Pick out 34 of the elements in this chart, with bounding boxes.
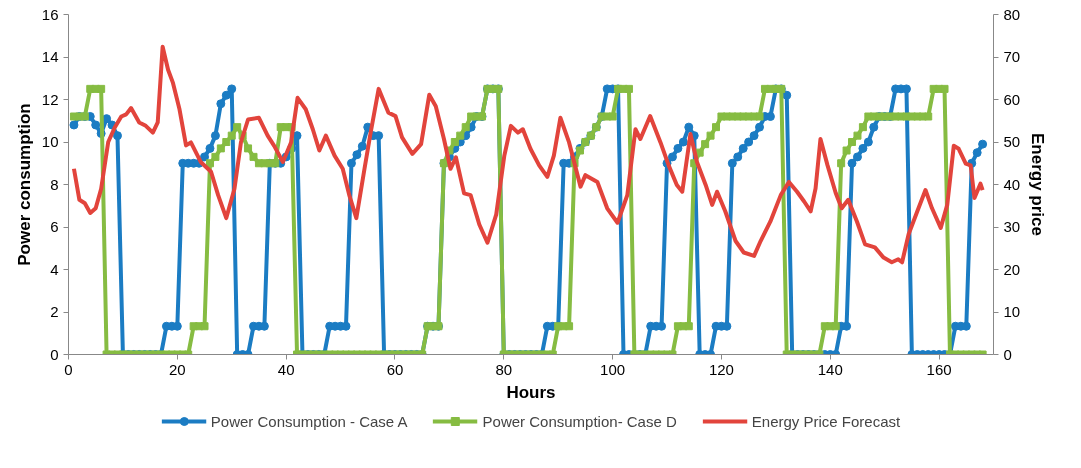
y-tick-label: 12 — [41, 90, 59, 108]
y2-tick-label: 40 — [1003, 175, 1021, 193]
line-series — [71, 44, 985, 265]
y-tick-label: 2 — [50, 303, 59, 320]
x-tick-label: 60 — [386, 360, 404, 378]
y-tick-label: 16 — [41, 5, 59, 23]
x-tick-label: 80 — [495, 360, 513, 378]
y2-tick-label: 60 — [1003, 90, 1021, 108]
x-tick-label: 160 — [926, 360, 952, 378]
y-tick-label: 14 — [41, 48, 59, 65]
x-tick-label: 0 — [64, 360, 73, 378]
y2-tick-label: 10 — [1003, 303, 1021, 320]
x-tick-label: 100 — [600, 360, 626, 378]
legend-label: Energy Price Forecast — [751, 412, 901, 430]
y-tick-label: 8 — [50, 175, 59, 193]
x-tick-label: 140 — [817, 360, 843, 378]
y2-tick-label: 50 — [1003, 133, 1021, 150]
legend-label: Power Consumption- Case D — [482, 412, 677, 430]
x-axis-title: Hours — [506, 382, 556, 402]
y2-tick-label: 30 — [1003, 218, 1021, 235]
y-tick-label: 6 — [50, 218, 59, 235]
y2-tick-label: 20 — [1003, 260, 1021, 278]
x-tick-label: 40 — [277, 360, 295, 378]
y-tick-label: 10 — [41, 133, 59, 150]
y2-tick-label: 0 — [1003, 345, 1012, 363]
legend-label: Power Consumption - Case A — [210, 412, 408, 430]
x-tick-label: 20 — [168, 360, 186, 378]
y2-axis-title: Energy price — [1028, 133, 1048, 237]
y-tick-label: 0 — [50, 345, 59, 363]
y-tick-label: 4 — [50, 260, 59, 278]
x-tick-label: 120 — [708, 360, 734, 378]
y-axis-title: Power consumption — [14, 103, 34, 266]
y2-tick-label: 80 — [1003, 5, 1021, 23]
y2-tick-label: 70 — [1003, 48, 1021, 65]
